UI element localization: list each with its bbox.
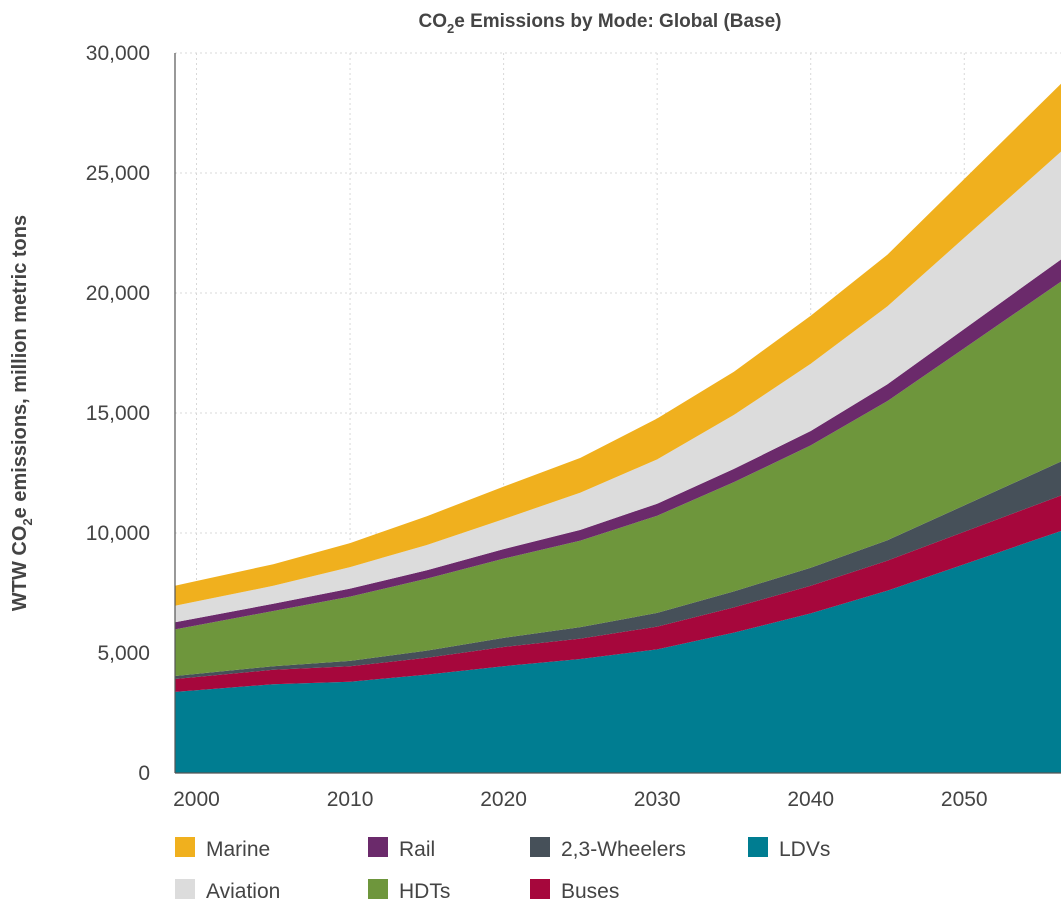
y-tick-label-0: 0 — [138, 762, 150, 785]
x-tick-label-5: 2050 — [941, 788, 988, 811]
legend-label-hdts: HDTs — [399, 880, 450, 903]
x-tick-label-3: 2030 — [634, 788, 681, 811]
legend: Marine Rail 2,3-Wheelers LDVs Aviation HDTs Bu… — [175, 837, 830, 903]
y-tick-label-6: 30,000 — [86, 42, 150, 65]
areas — [175, 83, 1061, 773]
legend-label-buses: Buses — [561, 880, 619, 903]
legend-swatch-ldvs — [748, 837, 768, 857]
x-tick-label-2: 2020 — [480, 788, 527, 811]
legend-label-aviation: Aviation — [206, 880, 280, 903]
x-tick-label-1: 2010 — [327, 788, 374, 811]
y-axis-label: WTW CO2e emissions, million metric tons — [9, 215, 35, 611]
x-tick-label-0: 2000 — [173, 788, 220, 811]
legend-label-2-3-wheelers: 2,3-Wheelers — [561, 838, 686, 861]
legend-swatch-aviation — [175, 879, 195, 899]
chart-title: CO2e Emissions by Mode: Global (Base) — [418, 11, 781, 36]
y-tick-label-3: 15,000 — [86, 402, 150, 425]
area-hdts — [175, 281, 1061, 677]
y-tick-label-1: 5,000 — [97, 642, 150, 665]
y-ticks: 0 5,000 10,000 15,000 20,000 25,000 30,000 — [86, 42, 150, 785]
legend-label-ldvs: LDVs — [779, 838, 830, 861]
legend-swatch-buses — [530, 879, 550, 899]
area-buses — [175, 495, 1061, 692]
legend-label-marine: Marine — [206, 838, 270, 861]
legend-swatch-marine — [175, 837, 195, 857]
x-ticks: 2000 2010 2020 2030 2040 2050 — [173, 788, 987, 811]
x-tick-label-4: 2040 — [787, 788, 834, 811]
legend-label-rail: Rail — [399, 838, 435, 861]
legend-swatch-hdts — [368, 879, 388, 899]
y-tick-label-4: 20,000 — [86, 282, 150, 305]
y-tick-label-5: 25,000 — [86, 162, 150, 185]
legend-swatch-2-3-wheelers — [530, 837, 550, 857]
y-tick-label-2: 10,000 — [86, 522, 150, 545]
area-ldvs — [175, 530, 1061, 773]
legend-swatch-rail — [368, 837, 388, 857]
